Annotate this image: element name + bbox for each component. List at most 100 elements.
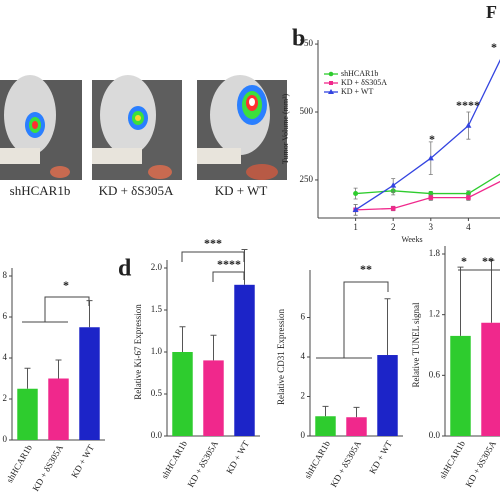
y-tick-label: 0 bbox=[301, 430, 306, 440]
y-tick-label: 1.2 bbox=[429, 309, 440, 319]
bar bbox=[450, 335, 471, 436]
marker bbox=[428, 195, 434, 200]
significance: * bbox=[461, 254, 467, 268]
y-tick-label: 0 bbox=[3, 434, 8, 444]
x-tick-label: shHCAR1b bbox=[4, 443, 34, 485]
significance: **** bbox=[456, 98, 480, 112]
y-tick-label: 1.8 bbox=[429, 248, 441, 258]
error-bar bbox=[353, 406, 360, 418]
marker bbox=[352, 206, 359, 213]
x-tick-label: KD + WT bbox=[69, 443, 96, 480]
significance: ** bbox=[360, 262, 372, 276]
significance: * bbox=[491, 40, 497, 54]
significance: ** bbox=[482, 254, 494, 268]
bar bbox=[172, 352, 193, 436]
bar bbox=[481, 322, 500, 436]
photo bbox=[197, 75, 287, 180]
x-tick-label: 2 bbox=[391, 222, 396, 232]
bracket bbox=[343, 281, 389, 358]
y-tick-label: 0.0 bbox=[151, 430, 163, 440]
error-bar bbox=[179, 326, 186, 352]
y-tick-label: 8 bbox=[3, 270, 8, 280]
bar bbox=[234, 284, 255, 436]
legend-marker bbox=[328, 71, 334, 77]
error-bar bbox=[457, 266, 464, 336]
legend-marker bbox=[328, 89, 334, 94]
x-tick-label: shHCAR1b bbox=[159, 439, 189, 481]
y-tick-label: 2 bbox=[3, 393, 8, 403]
x-tick-label: KD + WT bbox=[367, 439, 394, 476]
y-tick-label: 750 bbox=[300, 38, 314, 48]
error-bar bbox=[322, 405, 329, 417]
x-tick-label: shHCAR1b bbox=[437, 439, 467, 481]
figure-letter: F bbox=[486, 2, 497, 22]
photo-caption: KD + δS305A bbox=[99, 183, 174, 198]
error-bar bbox=[24, 367, 31, 389]
y-tick-label: 250 bbox=[300, 174, 314, 184]
y-tick-label: 4 bbox=[301, 351, 306, 361]
x-tick-label: 4 bbox=[466, 222, 471, 232]
y-tick-label: 6 bbox=[3, 311, 8, 321]
panel-label: b bbox=[292, 26, 305, 52]
y-axis-label: Tumor Volume (mm³) bbox=[281, 94, 290, 165]
x-tick-label: KD + δS305A bbox=[328, 439, 363, 489]
bracket bbox=[212, 271, 245, 282]
y-tick-label: 500 bbox=[300, 106, 314, 116]
significance: *** bbox=[204, 236, 222, 250]
error-bar bbox=[488, 259, 495, 323]
marker bbox=[465, 122, 472, 128]
photo bbox=[92, 75, 182, 180]
photo-caption: KD + WT bbox=[215, 183, 268, 198]
marker bbox=[466, 195, 471, 200]
error-bar bbox=[384, 298, 391, 356]
x-tick-label: 3 bbox=[429, 222, 434, 232]
legend-label: KD + δS305A bbox=[341, 78, 387, 87]
bar bbox=[203, 360, 224, 436]
y-tick-label: 1.5 bbox=[151, 304, 163, 314]
y-axis-label: Relative Ki-67 Expression bbox=[133, 304, 143, 400]
y-tick-label: 6 bbox=[301, 312, 306, 322]
marker bbox=[390, 206, 396, 211]
legend-marker bbox=[329, 81, 333, 85]
error-bar bbox=[55, 359, 62, 379]
bar bbox=[346, 417, 367, 436]
x-tick-label: KD + δS305A bbox=[185, 439, 220, 489]
y-axis-label: Relative CD31 Expression bbox=[276, 309, 286, 405]
significance: * bbox=[63, 278, 69, 292]
y-tick-label: 4 bbox=[3, 352, 8, 362]
x-axis-label: Weeks bbox=[401, 235, 422, 244]
significance: * bbox=[429, 132, 435, 146]
x-tick-label: KD + δS305A bbox=[463, 439, 498, 489]
y-tick-label: 0.5 bbox=[151, 388, 163, 398]
bar bbox=[377, 355, 398, 436]
photo-caption: shHCAR1b bbox=[10, 183, 71, 198]
y-tick-label: 1.0 bbox=[151, 346, 163, 356]
legend-label: shHCAR1b bbox=[341, 69, 378, 78]
line bbox=[355, 180, 500, 211]
error-bar bbox=[210, 334, 217, 361]
x-tick-label: 1 bbox=[353, 222, 358, 232]
line bbox=[355, 173, 500, 195]
x-tick-label: shHCAR1b bbox=[302, 439, 332, 481]
y-tick-label: 2.0 bbox=[151, 262, 163, 272]
legend-label: KD + WT bbox=[341, 87, 373, 96]
photo bbox=[0, 75, 82, 180]
y-tick-label: 0.6 bbox=[429, 369, 441, 379]
panel-label: d bbox=[118, 256, 132, 282]
bar bbox=[79, 327, 100, 440]
marker bbox=[427, 155, 434, 161]
marker bbox=[390, 182, 397, 188]
bracket bbox=[181, 251, 245, 262]
x-tick-label: KD + WT bbox=[224, 439, 251, 476]
bar bbox=[17, 388, 38, 440]
marker bbox=[353, 191, 359, 197]
bracket bbox=[44, 296, 90, 322]
y-axis-label: Relative TUNEL signal bbox=[411, 302, 421, 387]
x-tick-label: KD + δS305A bbox=[30, 443, 65, 493]
y-tick-label: 0.0 bbox=[429, 430, 441, 440]
bar bbox=[48, 378, 69, 440]
bar bbox=[315, 416, 336, 436]
y-tick-label: 2 bbox=[301, 391, 306, 401]
significance: **** bbox=[217, 257, 241, 271]
